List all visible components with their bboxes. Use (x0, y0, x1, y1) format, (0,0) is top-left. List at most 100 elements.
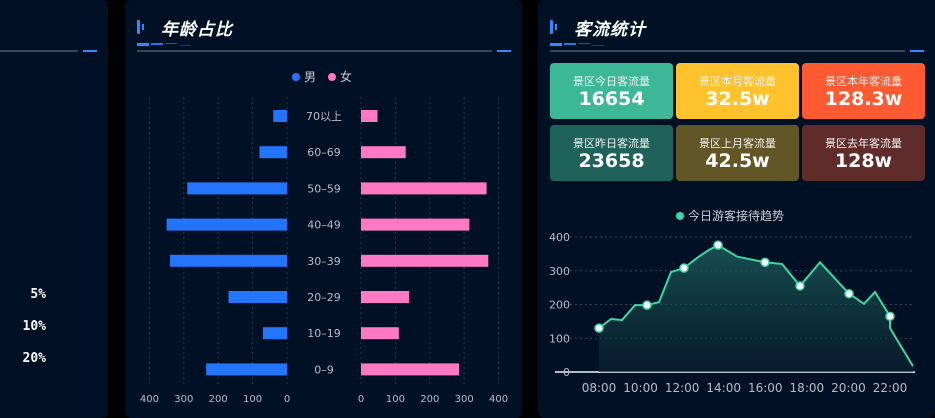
legend-item-male[interactable]: 男 (292, 68, 316, 85)
title-divider (137, 50, 492, 52)
male-bar (273, 110, 287, 122)
svg-text:200: 200 (420, 394, 439, 405)
card-value: 16654 (578, 88, 645, 110)
svg-text:22:00: 22:00 (873, 381, 908, 395)
male-bar (228, 291, 287, 303)
male-dot-icon (292, 72, 300, 81)
svg-text:200: 200 (209, 394, 228, 405)
svg-text:400: 400 (549, 231, 570, 244)
trend-point (844, 288, 854, 299)
female-dot-icon (328, 72, 337, 81)
female-bar (361, 363, 460, 376)
svg-text:300: 300 (549, 265, 570, 278)
legend-label: 今日游客接待趋势 (688, 209, 785, 223)
title-bar-icon (548, 19, 562, 35)
card-label: 景区本月客流量 (699, 75, 776, 88)
stat-card-year: 景区本年客流量 128.3w (802, 63, 925, 119)
male-bar (206, 363, 287, 376)
svg-text:300: 300 (455, 394, 474, 405)
divider-accent (910, 50, 924, 52)
percent-label: 10% (22, 319, 46, 334)
card-value: 42.5w (705, 150, 770, 172)
panel-header: 年龄占比 (135, 12, 233, 42)
svg-text:300: 300 (174, 394, 193, 405)
svg-text:0: 0 (284, 394, 290, 405)
svg-text:14:00: 14:00 (706, 381, 741, 395)
female-bar (361, 146, 406, 159)
legend-label: 男 (304, 70, 317, 84)
card-value: 128.3w (824, 88, 903, 110)
trend-point (679, 263, 689, 273)
title-bar-icon (135, 19, 149, 35)
divider-accent (83, 50, 97, 52)
svg-text:18:00: 18:00 (790, 381, 825, 395)
trend-dot-icon (676, 211, 684, 220)
svg-text:100: 100 (243, 394, 262, 405)
percent-label: 20% (22, 351, 46, 366)
divider-accent (497, 50, 511, 52)
male-bar (170, 254, 287, 267)
age-category-label: 60–69 (307, 146, 341, 159)
age-category-label: 30–39 (307, 255, 341, 268)
card-label: 景区本年客流量 (825, 75, 902, 88)
title-decoration (550, 43, 604, 46)
age-category-label: 70以上 (306, 110, 342, 123)
trend-point (795, 281, 805, 291)
title-decoration (137, 43, 191, 46)
svg-text:16:00: 16:00 (748, 381, 783, 395)
left-panel: 5% 10% 20% (0, 0, 108, 418)
trend-legend[interactable]: 今日游客接待趋势 (676, 207, 784, 224)
card-label: 景区昨日客流量 (573, 137, 650, 150)
stat-card-last-month: 景区上月客流量 42.5w (676, 125, 799, 181)
trend-point (642, 300, 652, 310)
male-bar (187, 182, 287, 195)
panel-title: 年龄占比 (161, 19, 233, 40)
female-bar (361, 218, 470, 231)
svg-text:20:00: 20:00 (831, 381, 866, 395)
trend-point (594, 323, 604, 333)
legend-item-female[interactable]: 女 (328, 68, 352, 85)
panel-title: 客流统计 (574, 19, 646, 40)
age-category-label: 40–49 (307, 219, 341, 232)
svg-text:100: 100 (549, 332, 570, 345)
panel-header: 客流统计 (548, 12, 646, 42)
card-label: 景区今日客流量 (573, 75, 650, 88)
trend-point (885, 311, 895, 322)
visitor-flow-panel: 客流统计 景区今日客流量 16654 景区本月客流量 32.5w 景区本年客流量… (538, 0, 935, 418)
female-bar (361, 291, 410, 303)
chart-legend: 男 女 (292, 68, 364, 85)
age-category-label: 0–9 (314, 363, 334, 376)
card-value: 128w (834, 150, 893, 172)
male-bar (259, 146, 287, 159)
stat-card-today: 景区今日客流量 16654 (550, 63, 673, 119)
card-value: 32.5w (705, 88, 770, 110)
legend-label: 女 (340, 70, 353, 84)
female-bar (361, 110, 378, 122)
card-label: 景区去年客流量 (825, 137, 902, 150)
stat-card-yesterday: 景区昨日客流量 23658 (550, 125, 673, 181)
female-bar (361, 182, 487, 195)
male-bar (262, 327, 287, 340)
age-ratio-panel: 年龄占比 男 女 400 300 200 100 0 0 100 200 300 400 70以上 6… (125, 0, 522, 418)
female-bar (361, 327, 399, 340)
svg-text:0: 0 (358, 394, 364, 405)
svg-text:400: 400 (489, 394, 508, 405)
stat-card-month: 景区本月客流量 32.5w (676, 63, 799, 119)
svg-text:200: 200 (549, 299, 570, 312)
male-bar (166, 218, 287, 231)
svg-text:10:00: 10:00 (623, 381, 658, 395)
svg-text:400: 400 (140, 394, 159, 405)
visitor-trend-chart: 010020030040008:0010:0012:0014:0016:0018… (549, 231, 915, 395)
svg-text:100: 100 (386, 394, 405, 405)
female-bar (361, 254, 489, 267)
card-value: 23658 (578, 150, 645, 172)
trend-point (760, 257, 770, 268)
svg-text:08:00: 08:00 (582, 381, 617, 395)
trend-point (713, 240, 723, 250)
card-label: 景区上月客流量 (699, 137, 776, 150)
title-divider (550, 50, 905, 52)
age-category-label: 50–59 (307, 182, 341, 195)
percent-label: 5% (30, 287, 46, 302)
svg-text:12:00: 12:00 (665, 381, 700, 395)
title-divider (0, 50, 78, 52)
